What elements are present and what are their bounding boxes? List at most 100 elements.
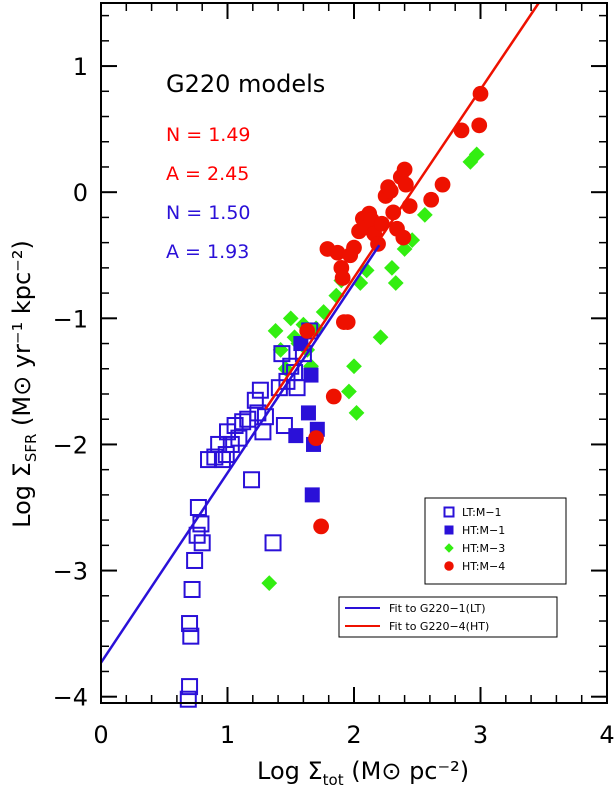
open-square-point (213, 451, 231, 469)
diamond-point (396, 241, 413, 257)
y-tick-label: 1 (73, 53, 88, 81)
filled-square-point (303, 367, 319, 383)
fit-parameters: N = 1.49 A = 2.45 N = 1.50 A = 1.93 (166, 124, 251, 263)
x-tick-label: 0 (93, 721, 108, 749)
chart-title: G220 models (166, 70, 325, 98)
diamond-point (468, 146, 485, 163)
circle-point (325, 388, 342, 405)
filled-square-point (304, 487, 320, 503)
diamond-point (282, 310, 299, 327)
line-legend-box (338, 596, 558, 638)
filled-square-point (288, 428, 304, 444)
fit-line (264, 2, 540, 410)
y-axis-title-unit: (M⊙ yr⁻¹ kpc⁻²) (8, 240, 36, 433)
open-square-point (251, 381, 269, 399)
diamond-point (372, 329, 389, 346)
diamond-point (341, 383, 357, 400)
data-marks (179, 85, 489, 708)
circle-point (395, 229, 412, 246)
open-square-point (217, 446, 235, 464)
circle-point (329, 244, 346, 261)
open-square-point (181, 615, 199, 633)
circle-point (346, 239, 362, 256)
circle-point (471, 117, 488, 134)
legend-line-label: Fit to G220−1(LT) (389, 602, 486, 615)
circle-point (434, 176, 451, 193)
circle-point (313, 518, 329, 535)
circle-point (397, 176, 414, 193)
x-tick-label: 3 (473, 721, 488, 749)
open-square-point (288, 379, 306, 397)
open-square-point (273, 345, 291, 363)
open-square-point (186, 551, 204, 569)
open-square-point (275, 417, 293, 435)
diamond-point (267, 323, 284, 339)
y-axis-title: Log ΣSFR (M⊙ yr⁻¹ kpc⁻²) (8, 240, 40, 528)
fit-param-text: N = 1.49 (166, 124, 251, 146)
legend-marker-label: HT:M−4 (462, 560, 505, 573)
y-tick-label: −2 (53, 431, 88, 459)
y-tick-label: −3 (53, 558, 88, 586)
x-tick-label: 2 (346, 721, 361, 749)
circle-point (423, 191, 440, 208)
circle-point (373, 215, 390, 232)
legend-line-label: Fit to G220−4(HT) (389, 620, 489, 633)
open-square-point (183, 580, 201, 598)
fit-param-text: A = 2.45 (166, 163, 249, 185)
circle-point (382, 183, 399, 199)
y-tick-label: 0 (73, 179, 88, 207)
diamond-point (416, 207, 433, 223)
circle-point (396, 161, 413, 178)
fit-line (99, 244, 381, 664)
circle-point (401, 198, 418, 214)
open-square-point (182, 627, 200, 645)
fit-lines (99, 2, 540, 664)
line-legend: Fit to G220−1(LT) Fit to G220−4(HT) (338, 596, 558, 638)
open-square-point (256, 408, 274, 426)
y-tick-label: −4 (53, 684, 88, 712)
fit-param-text: A = 1.93 (166, 241, 249, 263)
open-square-point (234, 413, 252, 431)
filled-square-point (293, 336, 309, 352)
marker-legend: LT:M−1 HT:M−1 HT:M−3 HT:M−4 (424, 497, 567, 585)
circle-point (339, 314, 356, 330)
diamond-point (348, 405, 365, 421)
open-square-point (239, 410, 257, 428)
x-tick-label: 1 (220, 721, 235, 749)
circle-point (299, 323, 316, 339)
axis-ticks: 0 1 2 3 4 −4 −3 −2 −1 0 1 (53, 3, 614, 749)
fit-param-text: N = 1.50 (166, 202, 251, 224)
circle-point (453, 122, 470, 139)
x-axis-title-prefix: Log Σ (257, 757, 323, 785)
y-tick-label: −1 (53, 305, 88, 333)
x-axis-title: Log Σtot (M⊙ pc⁻²) (257, 757, 469, 789)
x-axis-title-subscript: tot (323, 771, 344, 789)
legend-diamond-icon (444, 543, 454, 553)
open-square-point (230, 429, 248, 447)
open-square-point (193, 534, 211, 552)
legend-marker-label: HT:M−3 (462, 542, 505, 555)
open-square-point (264, 534, 282, 552)
legend-filled-square-icon (444, 525, 454, 535)
diamond-point (261, 575, 278, 592)
open-square-point (179, 690, 197, 708)
legend-open-square-icon (443, 506, 455, 518)
diamond-point (384, 259, 400, 276)
open-square-point (181, 678, 199, 696)
diamond-point (387, 275, 404, 291)
legend-marker-label: HT:M−1 (462, 524, 505, 537)
circle-point (385, 204, 402, 221)
x-tick-label: 4 (599, 721, 614, 749)
legend-marker-label: LT:M−1 (462, 506, 502, 519)
circle-point (308, 430, 324, 447)
open-square-point (243, 471, 261, 489)
x-axis-title-unit: (M⊙ pc⁻²) (344, 757, 470, 785)
circle-point (472, 85, 489, 102)
diamond-point (346, 358, 362, 375)
open-square-point (200, 451, 218, 469)
y-axis-title-subscript: SFR (22, 434, 40, 463)
filled-square-point (300, 405, 316, 421)
open-square-point (246, 391, 264, 409)
